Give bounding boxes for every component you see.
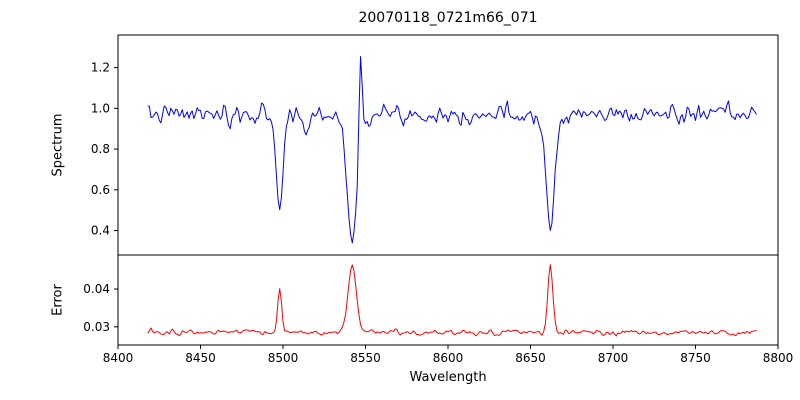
y-tick-label: 0.6 [91, 183, 110, 197]
x-tick-label: 8600 [433, 351, 464, 365]
y-tick-label: 1.2 [91, 61, 110, 75]
spectrum-line [147, 55, 757, 244]
error-line [147, 264, 757, 337]
x-tick-label: 8800 [763, 351, 794, 365]
x-tick-label: 8450 [185, 351, 216, 365]
x-tick-label: 8500 [268, 351, 299, 365]
x-tick-label: 8700 [598, 351, 629, 365]
y-tick-label: 0.04 [83, 282, 110, 296]
y-tick-label: 0.8 [91, 142, 110, 156]
y-tick-label: 0.03 [83, 320, 110, 334]
x-tick-label: 8750 [680, 351, 711, 365]
x-tick-label: 8400 [103, 351, 134, 365]
chart-title: 20070118_0721m66_071 [358, 10, 538, 26]
x-axis-label: Wavelength [409, 370, 487, 385]
plot-frame-panel-0 [117, 34, 779, 256]
x-tick-label: 8650 [515, 351, 546, 365]
x-tick-label: 8550 [350, 351, 381, 365]
y-tick-label: 0.4 [91, 224, 110, 238]
y-tick-label: 1.0 [91, 101, 110, 115]
